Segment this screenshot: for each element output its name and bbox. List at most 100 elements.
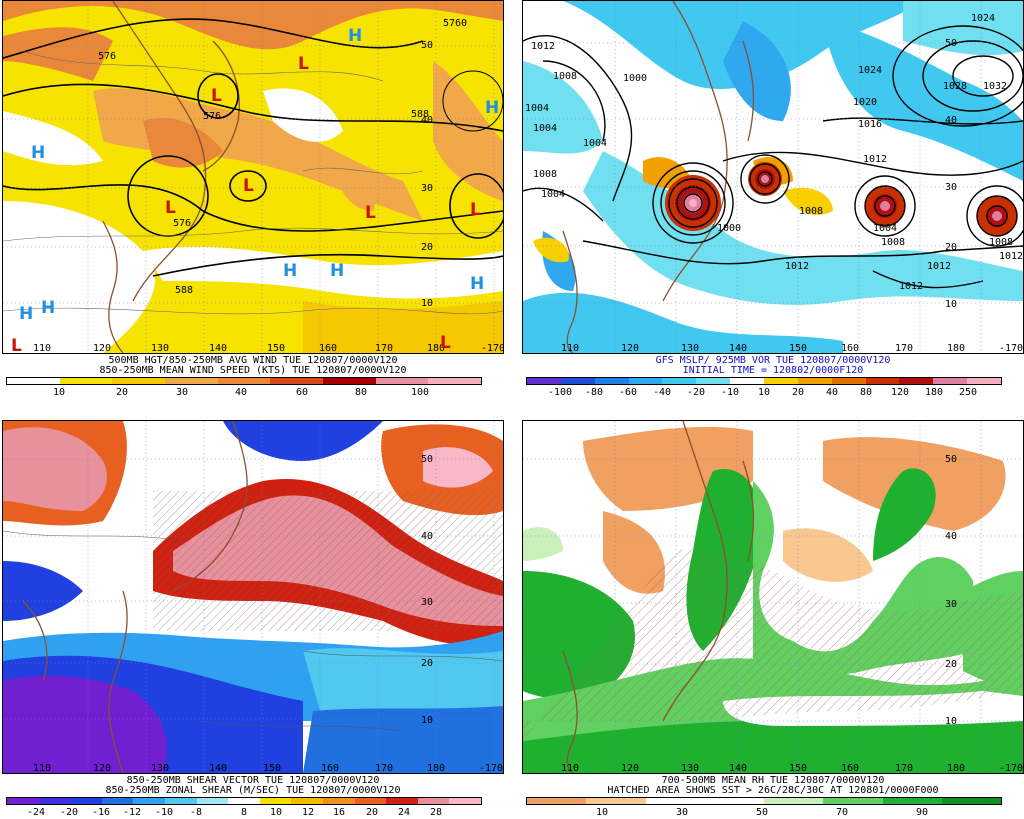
lon-label: -170 xyxy=(999,763,1023,773)
zonal-shear-map: 110 120 130 140 150 160 170 180 -170 50 … xyxy=(2,420,504,774)
lat-label: 20 xyxy=(421,658,433,669)
lon-label: 150 xyxy=(789,343,807,353)
wind-speed-map-svg: 110 120 130 140 150 160 170 180 -170 50 … xyxy=(3,1,503,353)
contour-label: 576 xyxy=(173,218,191,229)
contour-label: 1004 xyxy=(873,223,897,234)
colorbar-swatch xyxy=(228,798,260,804)
colorbar-swatch xyxy=(323,378,376,384)
lat-label: 30 xyxy=(421,183,433,194)
colorbar-swatch xyxy=(133,798,165,804)
colorbar-tick: 40 xyxy=(234,387,248,398)
lon-label: 110 xyxy=(33,343,51,353)
lon-label: 140 xyxy=(729,343,747,353)
high-symbol: H xyxy=(470,274,484,294)
lon-label: 140 xyxy=(729,763,747,773)
colorbar-swatch xyxy=(704,798,764,804)
colorbar-tick: 20 xyxy=(115,387,129,398)
contour-label: 1012 xyxy=(863,154,887,165)
colorbar-swatch xyxy=(70,798,102,804)
high-symbol: H xyxy=(485,98,499,118)
colorbar-tick: 24 xyxy=(397,807,411,818)
lat-label: 30 xyxy=(945,599,957,610)
colorbar-swatch xyxy=(696,378,731,384)
lat-label: 30 xyxy=(945,182,957,193)
lon-label: 120 xyxy=(93,763,111,773)
lon-label: 150 xyxy=(267,343,285,353)
low-symbol: L xyxy=(470,200,481,220)
panel-title: GFS MSLP/ 925MB VOR TUE 120807/0000V120 xyxy=(655,355,891,366)
low-symbol: L xyxy=(298,54,309,74)
relative-humidity-panel: 110 120 130 140 150 160 170 180 -170 50 … xyxy=(522,420,1024,818)
contour-label: 1008 xyxy=(989,237,1013,248)
low-symbol: L xyxy=(11,336,22,353)
colorbar-tick: 80 xyxy=(354,387,368,398)
high-symbol: H xyxy=(41,298,55,318)
colorbar-swatch xyxy=(899,378,934,384)
colorbar-tick: 40 xyxy=(825,387,839,398)
lon-label: 110 xyxy=(561,763,579,773)
colorbar-tick: 16 xyxy=(332,807,346,818)
colorbar-tick: 20 xyxy=(791,387,805,398)
lat-label: 20 xyxy=(945,659,957,670)
colorbar-swatch xyxy=(259,798,292,804)
colorbar-swatch xyxy=(730,378,765,384)
colorbar-swatch xyxy=(865,378,900,384)
lon-label: 150 xyxy=(263,763,281,773)
lon-label: 130 xyxy=(681,343,699,353)
pressure-centers: L L L L L L L L H H H H H H H H xyxy=(11,26,499,353)
colorbar-swatch xyxy=(270,378,324,384)
lon-label: 170 xyxy=(895,763,913,773)
colorbar-tick: -80 xyxy=(584,387,604,398)
lon-label: 130 xyxy=(151,343,169,353)
colorbar-swatch xyxy=(164,798,197,804)
relative-humidity-map: 110 120 130 140 150 160 170 180 -170 50 … xyxy=(522,420,1024,774)
lon-label: 150 xyxy=(789,763,807,773)
mslp-vorticity-map-svg: 110 120 130 140 150 160 170 180 -170 50 … xyxy=(523,1,1023,353)
colorbar-tick: 120 xyxy=(890,387,910,398)
lon-label: 140 xyxy=(209,343,227,353)
lat-label: 40 xyxy=(421,531,433,542)
colorbar-tick: -100 xyxy=(547,387,573,398)
colorbar-tick: 80 xyxy=(859,387,873,398)
colorbar-tick: -24 xyxy=(26,807,46,818)
colorbar-swatch xyxy=(291,798,323,804)
lat-label: 40 xyxy=(945,115,957,126)
colorbar-swatch xyxy=(831,378,866,384)
colorbar-swatch xyxy=(527,378,561,384)
colorbar-swatch xyxy=(933,378,968,384)
colorbar-tick: -20 xyxy=(59,807,79,818)
colorbar-ticks: -100 -80 -60 -40 -20 -10 10 20 40 80 120… xyxy=(526,387,1002,399)
contour-label: 1032 xyxy=(983,81,1007,92)
lat-label: 50 xyxy=(945,454,957,465)
contour-label: 1016 xyxy=(858,119,882,130)
contour-label: 1012 xyxy=(785,261,809,272)
contour-label: 588 xyxy=(411,109,429,120)
lon-label: -170 xyxy=(479,763,503,773)
colorbar xyxy=(6,797,482,805)
lat-label: 30 xyxy=(421,597,433,608)
contour-label: 1012 xyxy=(531,41,555,52)
colorbar-swatch xyxy=(594,378,629,384)
lat-label: 10 xyxy=(945,716,957,727)
lat-label: 10 xyxy=(945,299,957,310)
colorbar-swatch xyxy=(112,378,166,384)
colorbar-tick: 10 xyxy=(757,387,771,398)
lat-label: 20 xyxy=(945,242,957,253)
lat-label: 10 xyxy=(421,298,433,309)
zonal-shear-map-svg: 110 120 130 140 150 160 170 180 -170 50 … xyxy=(3,421,503,773)
colorbar-swatch xyxy=(764,378,798,384)
contour-label: 1008 xyxy=(553,71,577,82)
high-symbol: H xyxy=(31,143,45,163)
colorbar-tick: -40 xyxy=(652,387,672,398)
colorbar-tick: 12 xyxy=(301,807,315,818)
lon-label: -170 xyxy=(999,343,1023,353)
lon-label: 180 xyxy=(427,763,445,773)
high-symbol: H xyxy=(330,261,344,281)
colorbar-swatch xyxy=(764,798,824,804)
panel-subtitle: 850-250MB ZONAL SHEAR (M/SEC) TUE 120807… xyxy=(105,785,401,796)
colorbar-tick: 20 xyxy=(365,807,379,818)
colorbar-swatch xyxy=(560,378,595,384)
colorbar-swatch xyxy=(386,798,418,804)
lat-label: 40 xyxy=(945,531,957,542)
lon-label: 170 xyxy=(375,343,393,353)
